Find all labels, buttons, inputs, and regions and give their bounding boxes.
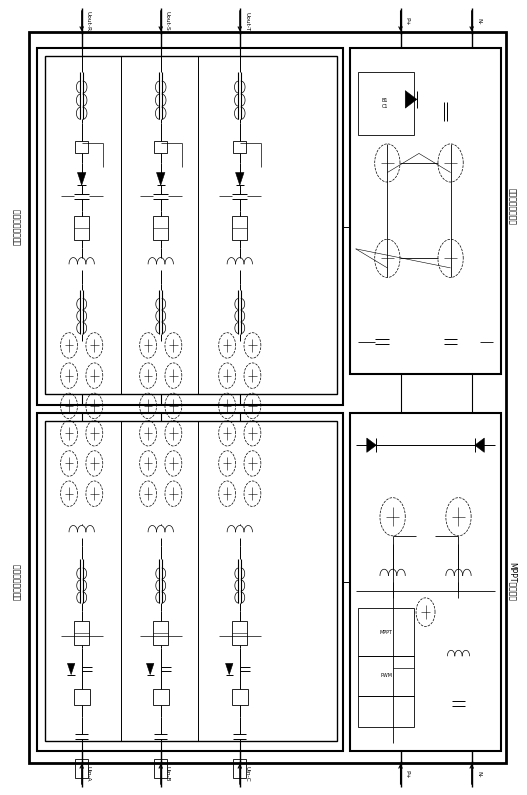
Text: N-: N- — [476, 770, 481, 778]
Polygon shape — [236, 173, 244, 185]
Text: Uin-A: Uin-A — [86, 766, 91, 781]
Polygon shape — [67, 663, 75, 674]
Polygon shape — [475, 438, 484, 452]
Polygon shape — [367, 438, 376, 452]
Polygon shape — [147, 663, 154, 674]
Polygon shape — [226, 663, 233, 674]
Text: N-: N- — [476, 17, 481, 25]
Text: 双向变流功率单元: 双向变流功率单元 — [13, 564, 22, 600]
Text: MPPT: MPPT — [379, 630, 393, 634]
Text: Uin-B: Uin-B — [165, 766, 170, 781]
Text: 高频整流逆变单元: 高频整流逆变单元 — [13, 208, 22, 245]
Polygon shape — [77, 173, 86, 185]
Text: PWM: PWM — [380, 673, 392, 678]
Text: Uout-T: Uout-T — [244, 12, 249, 30]
Text: MPPT功率单元: MPPT功率单元 — [508, 562, 517, 602]
Text: B1
C1: B1 C1 — [382, 98, 388, 109]
Text: P+: P+ — [405, 770, 409, 778]
Text: Uin-C: Uin-C — [244, 766, 249, 781]
Text: Uout-S: Uout-S — [165, 11, 170, 31]
Polygon shape — [157, 173, 165, 185]
Text: Uout-R: Uout-R — [86, 11, 91, 31]
Text: 电池充放功率单元: 电池充放功率单元 — [508, 188, 517, 225]
Text: P+: P+ — [405, 17, 409, 25]
Polygon shape — [405, 91, 417, 108]
